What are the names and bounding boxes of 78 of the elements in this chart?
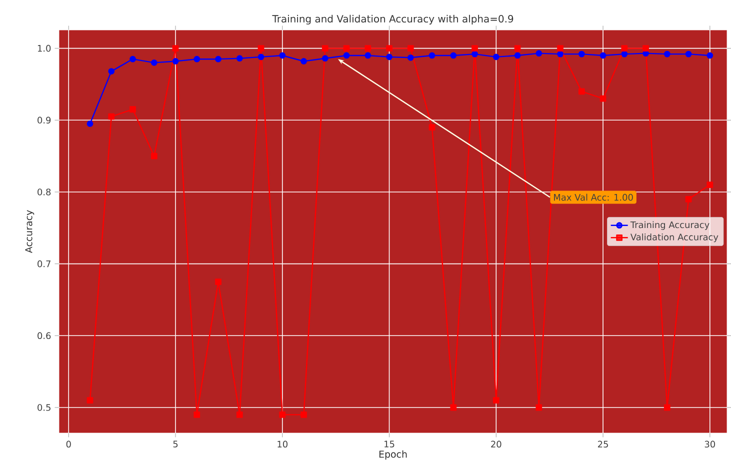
y-tick-label: 1.0 bbox=[38, 44, 51, 52]
point bbox=[492, 397, 500, 404]
x-axis-title: Epoch bbox=[379, 450, 407, 460]
point bbox=[322, 45, 328, 52]
point bbox=[450, 404, 457, 411]
y-tick-label: 0.8 bbox=[38, 188, 51, 196]
point bbox=[130, 56, 136, 62]
x-tick-label: 30 bbox=[704, 440, 716, 448]
x-tick-label: 25 bbox=[598, 440, 608, 448]
point bbox=[150, 59, 158, 66]
point bbox=[514, 45, 521, 52]
x-tick-label: 5 bbox=[173, 440, 178, 448]
point bbox=[407, 45, 414, 52]
point bbox=[108, 113, 115, 120]
point bbox=[215, 56, 222, 62]
point bbox=[536, 50, 542, 57]
point bbox=[621, 45, 628, 52]
x-tick-label: 0 bbox=[66, 440, 71, 448]
point bbox=[600, 95, 606, 102]
point bbox=[279, 52, 286, 59]
point bbox=[706, 52, 714, 59]
point bbox=[578, 88, 585, 95]
point bbox=[664, 50, 670, 58]
point bbox=[472, 45, 478, 52]
point bbox=[557, 45, 564, 52]
point bbox=[236, 411, 243, 418]
point bbox=[621, 50, 628, 58]
point bbox=[685, 50, 692, 58]
annotation: Max Val Acc: 1.00 bbox=[554, 194, 633, 201]
point bbox=[364, 45, 372, 52]
point bbox=[150, 152, 158, 160]
point bbox=[300, 411, 307, 418]
point bbox=[215, 278, 222, 285]
point bbox=[642, 45, 649, 52]
point bbox=[557, 50, 564, 58]
y-tick-label: 0.6 bbox=[38, 332, 51, 340]
point bbox=[300, 58, 307, 64]
point bbox=[514, 52, 521, 59]
point bbox=[428, 52, 436, 59]
point bbox=[258, 54, 264, 60]
point bbox=[536, 404, 542, 411]
point bbox=[343, 52, 350, 59]
point bbox=[450, 52, 457, 59]
point bbox=[492, 54, 500, 60]
point bbox=[706, 182, 714, 188]
x-tick-label: 10 bbox=[278, 440, 288, 448]
point bbox=[386, 45, 392, 52]
point bbox=[236, 55, 243, 62]
point bbox=[685, 196, 692, 202]
point bbox=[172, 58, 179, 64]
point bbox=[364, 52, 372, 59]
point bbox=[108, 68, 115, 74]
point bbox=[194, 411, 200, 418]
point bbox=[428, 124, 436, 131]
point bbox=[130, 106, 136, 113]
point bbox=[407, 54, 414, 61]
point bbox=[386, 54, 392, 60]
point bbox=[600, 52, 606, 59]
y-tick-label: 0.9 bbox=[38, 116, 51, 124]
point bbox=[86, 397, 94, 404]
point bbox=[194, 56, 200, 62]
point bbox=[86, 120, 94, 127]
point bbox=[322, 55, 328, 62]
point bbox=[578, 50, 585, 58]
point bbox=[472, 50, 478, 58]
y-tick-label: 0.7 bbox=[38, 260, 50, 268]
chart-title: Training and Validation Accuracy with alpha=0.9 bbox=[272, 14, 514, 24]
point bbox=[172, 45, 179, 52]
point bbox=[258, 45, 264, 52]
y-axis-title: Accuracy bbox=[25, 210, 34, 254]
y-tick-label: 0.5 bbox=[38, 404, 50, 411]
legend-label: Validation Accuracy bbox=[630, 233, 718, 242]
x-tick-label: 15 bbox=[384, 440, 394, 448]
x-tick-label: 20 bbox=[491, 440, 502, 448]
point bbox=[343, 45, 350, 52]
point bbox=[664, 404, 670, 411]
legend-label: Training Accuracy bbox=[630, 221, 710, 230]
point bbox=[279, 411, 286, 418]
